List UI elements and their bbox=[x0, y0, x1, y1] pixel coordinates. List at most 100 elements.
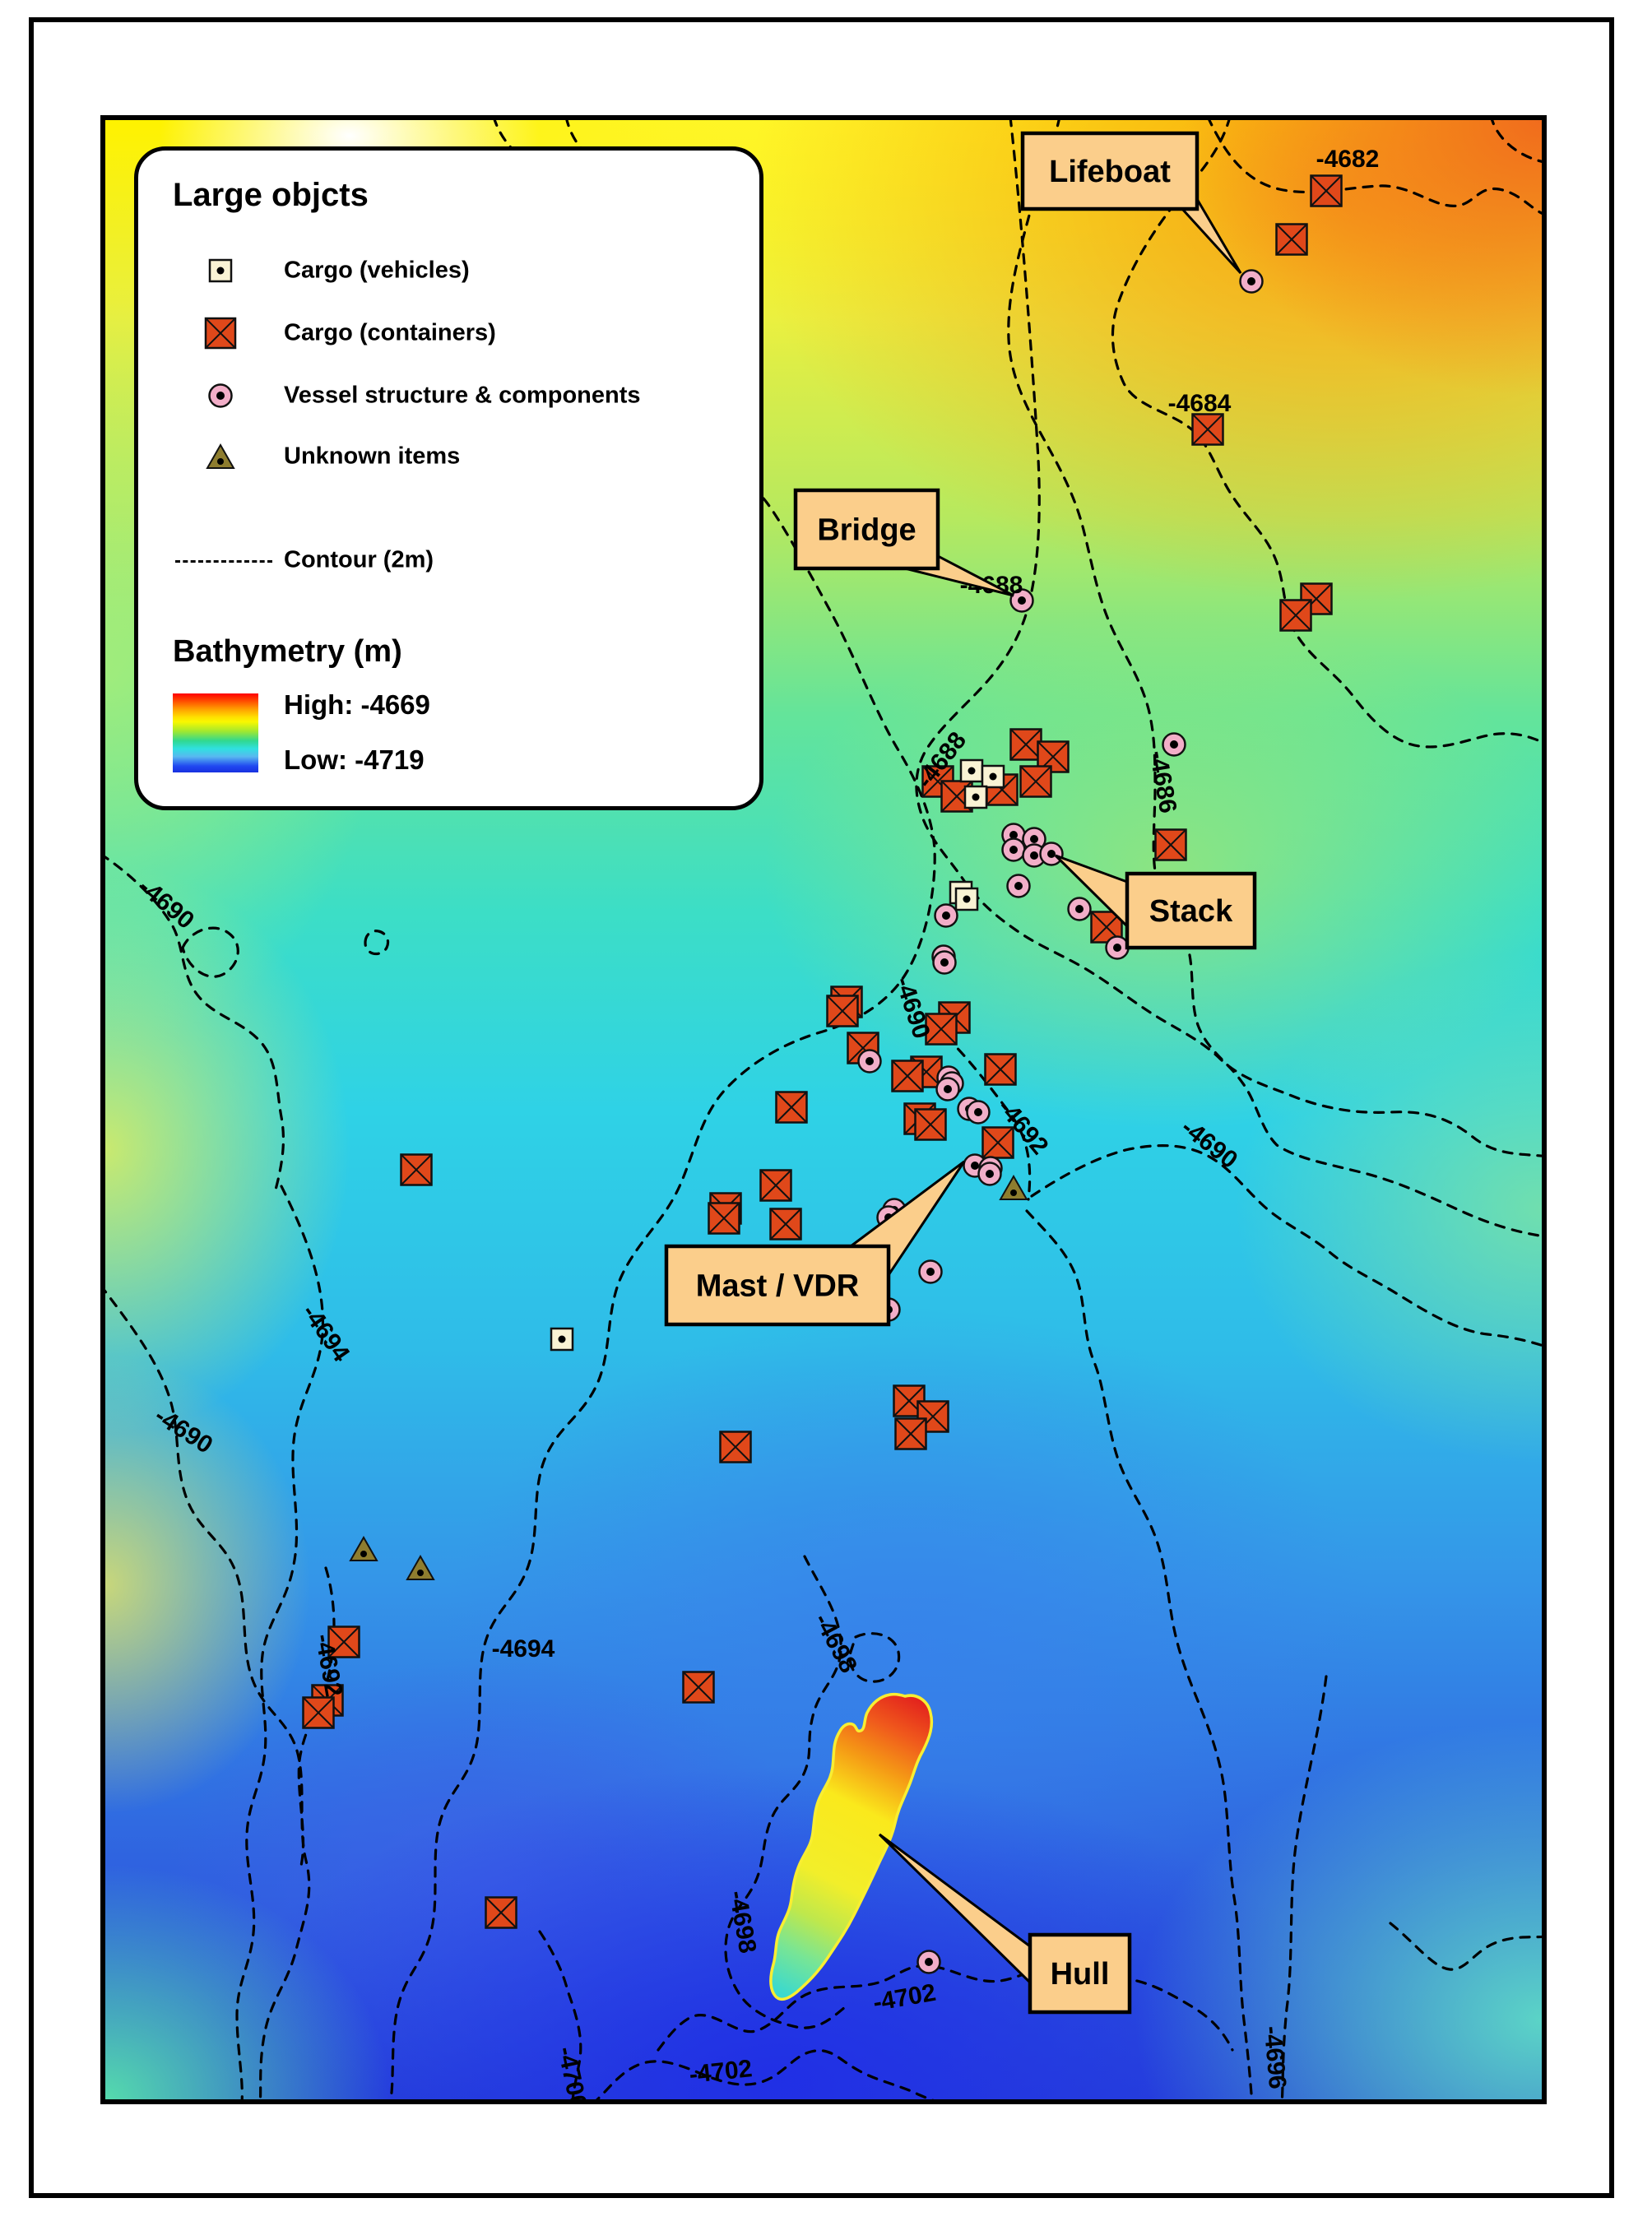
contour-line bbox=[100, 1283, 311, 2104]
vessel-structure-marker bbox=[1001, 837, 1026, 862]
vessel-structure-marker bbox=[1239, 269, 1264, 294]
callout-leader bbox=[878, 1833, 1032, 1986]
legend-item-label: Cargo (vehicles) bbox=[284, 257, 470, 284]
callout-box bbox=[1125, 871, 1257, 950]
vessel-structure-marker bbox=[932, 950, 957, 975]
bathymetry-title: Bathymetry (m) bbox=[173, 634, 402, 669]
cargo-container-marker bbox=[327, 1625, 360, 1658]
cargo-container-marker bbox=[1154, 828, 1187, 861]
contour-line bbox=[1280, 1675, 1328, 2104]
hull-wreck-shape bbox=[769, 1692, 934, 2001]
contour-depth-label: -4698 bbox=[723, 1889, 761, 1955]
contour-line bbox=[848, 1632, 901, 1683]
contour-depth-label: -4700 bbox=[552, 2044, 592, 2112]
legend-item-label: Unknown items bbox=[284, 443, 461, 470]
contour-depth-label: -4682 bbox=[1316, 146, 1380, 173]
contour-depth-label: -4698 bbox=[809, 1609, 862, 1677]
cargo-container-marker bbox=[981, 1126, 1014, 1159]
contour-line bbox=[1007, 115, 1547, 1239]
callout-box bbox=[1028, 1932, 1132, 2015]
vessel-structure-marker bbox=[918, 1259, 943, 1284]
callout-stack: Stack bbox=[1054, 854, 1257, 950]
cargo-container-marker bbox=[719, 1431, 752, 1463]
contour-line bbox=[388, 497, 936, 2104]
cargo-container-marker bbox=[1279, 599, 1312, 632]
vessel-structure-marker bbox=[1006, 874, 1031, 898]
legend-item-unknown-items: Unknown items bbox=[138, 432, 759, 481]
vessel-structure-marker bbox=[966, 1100, 991, 1125]
contour-depth-label: -4694 bbox=[296, 1300, 355, 1367]
vessel-structure-marker bbox=[935, 1077, 960, 1101]
unknown-item-marker bbox=[406, 1554, 435, 1580]
contour-line bbox=[1206, 115, 1547, 217]
contour-depth-label: -4690 bbox=[133, 873, 199, 934]
vessel-structure-marker bbox=[1022, 827, 1046, 851]
cargo-container-marker bbox=[708, 1202, 740, 1235]
callout-lifeboat: Lifeboat bbox=[1020, 131, 1242, 275]
vessel-structure-marker bbox=[857, 1049, 882, 1074]
contour-depth-label: -4686 bbox=[1144, 749, 1181, 815]
callout-hull: Hull bbox=[878, 1833, 1132, 2015]
cargo-container-marker bbox=[400, 1153, 433, 1186]
cargo-container-marker bbox=[914, 1108, 947, 1141]
contour-depth-label: -4702 bbox=[688, 2055, 754, 2089]
cargo-vehicle-marker bbox=[954, 887, 979, 911]
cargo-container-marker bbox=[1009, 728, 1042, 761]
contour-line bbox=[1389, 1922, 1547, 1971]
legend-title: Large objcts bbox=[173, 177, 369, 213]
unknown-item-marker bbox=[349, 1535, 378, 1561]
callout-label: Lifeboat bbox=[1049, 155, 1171, 189]
legend-item-label: Contour (2m) bbox=[284, 546, 434, 573]
legend-item-contour: Contour (2m) bbox=[138, 536, 759, 585]
bathymetry-gradient-swatch bbox=[173, 693, 258, 772]
contour-line bbox=[100, 852, 285, 1194]
legend-item-label: Vessel structure & components bbox=[284, 382, 641, 409]
cargo-container-marker bbox=[759, 1169, 792, 1202]
callout-label: Mast / VDR bbox=[696, 1269, 859, 1304]
cargo-container-marker bbox=[1191, 413, 1224, 446]
contour-line bbox=[944, 1035, 1032, 1201]
cargo-container-marker bbox=[682, 1671, 715, 1704]
cargo-container-marker bbox=[1300, 582, 1333, 615]
contour-line bbox=[1111, 115, 1547, 749]
contour-depth-label: -4702 bbox=[871, 1979, 938, 2017]
contour-line bbox=[1489, 115, 1547, 165]
cargo-vehicle-marker bbox=[959, 758, 984, 783]
legend-item-cargo-vehicles: Cargo (vehicles) bbox=[138, 246, 759, 295]
unknown-items-icon bbox=[196, 432, 245, 481]
cargo-container-marker bbox=[485, 1896, 517, 1929]
contour-line bbox=[1030, 1144, 1547, 1349]
cargo-container-marker bbox=[1310, 174, 1343, 207]
contour-depth-label: -4696 bbox=[1259, 2025, 1292, 2090]
bathymetry-low-label: Low: -4719 bbox=[284, 744, 425, 775]
callout-bridge: Bridge bbox=[793, 488, 1014, 597]
cargo-container-marker bbox=[826, 995, 859, 1027]
vessel-structure-marker bbox=[1105, 935, 1130, 960]
cargo-container-marker bbox=[891, 1060, 924, 1092]
bathymetry-high-label: High: -4669 bbox=[284, 689, 430, 720]
cargo-containers-icon bbox=[196, 308, 245, 358]
vessel-structure-icon bbox=[196, 371, 245, 420]
callout-label: Hull bbox=[1051, 1957, 1110, 1992]
vessel-structure-marker bbox=[1162, 732, 1186, 757]
contour-line bbox=[181, 926, 239, 978]
callout-label: Stack bbox=[1149, 894, 1233, 929]
cargo-container-marker bbox=[925, 1013, 958, 1046]
vessel-structure-marker bbox=[977, 1162, 1002, 1186]
contour-depth-label: -4690 bbox=[889, 973, 935, 1041]
cargo-container-marker bbox=[1019, 765, 1052, 798]
cargo-vehicles-icon bbox=[196, 246, 245, 295]
cargo-container-marker bbox=[984, 1053, 1017, 1086]
cargo-container-marker bbox=[775, 1091, 808, 1124]
legend-panel: Large objcts Cargo (vehicles) Cargo (con… bbox=[134, 146, 763, 810]
contour-depth-label: -4694 bbox=[492, 1635, 555, 1663]
contour-line bbox=[657, 1964, 1234, 2052]
contour-line bbox=[297, 1566, 336, 1867]
cargo-vehicle-marker bbox=[550, 1327, 574, 1352]
callout-box bbox=[793, 488, 940, 571]
vessel-structure-marker bbox=[1009, 588, 1034, 613]
callout-label: Bridge bbox=[817, 513, 916, 548]
callout-box bbox=[1020, 131, 1200, 211]
